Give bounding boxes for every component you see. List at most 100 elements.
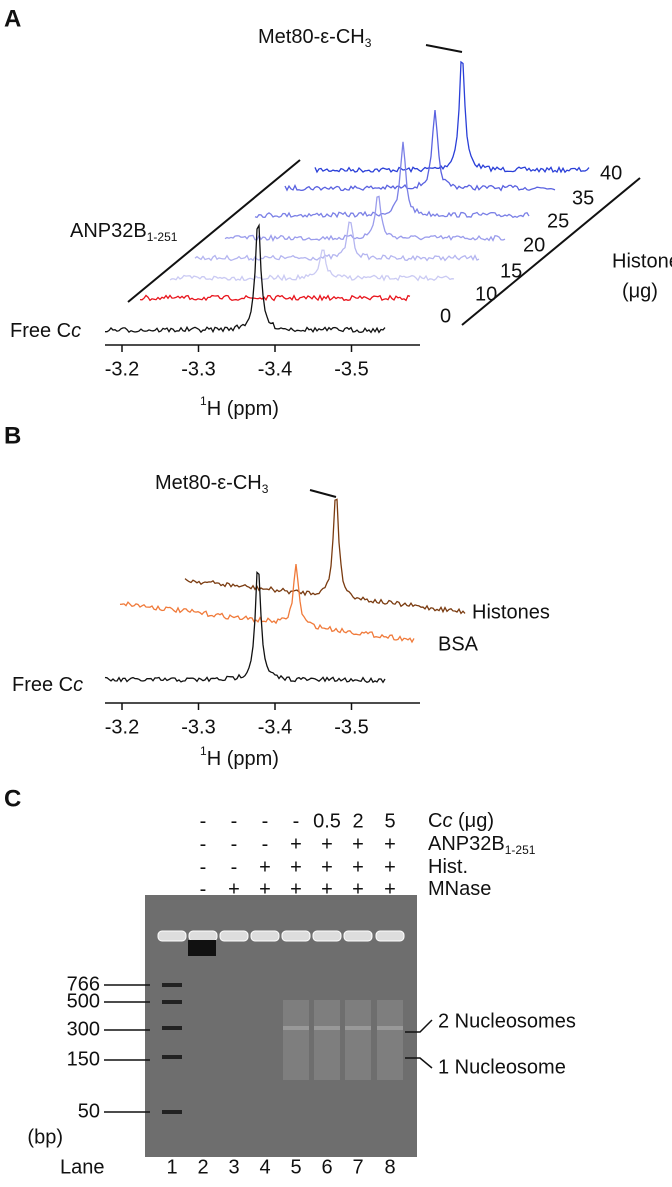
cell: + (290, 833, 302, 855)
marker-label: 300 (67, 1018, 100, 1040)
spectrum (184, 498, 466, 615)
text: H (ppm) (207, 398, 279, 420)
cell: + (352, 878, 364, 900)
lane-title: Lane (60, 1156, 105, 1178)
amount-label: 10 (475, 283, 497, 305)
well (157, 930, 187, 942)
peak-label: Met80-ε-CH3 (155, 472, 269, 496)
lane-number: 5 (290, 1156, 301, 1178)
spectrum (314, 60, 590, 174)
text: 1-251 (147, 230, 178, 244)
text: Met80-ε-CH (258, 26, 365, 48)
text: Met80-ε-CH (155, 472, 262, 494)
cell: 2 (352, 810, 363, 832)
well (188, 930, 218, 942)
cell: - (231, 833, 238, 855)
text: Hist. (428, 856, 468, 878)
cell: + (290, 878, 302, 900)
lane-number: 8 (384, 1156, 395, 1178)
x-tick-label: -3.3 (181, 358, 215, 380)
cell: + (321, 833, 333, 855)
x-label: 1H (ppm) (200, 394, 279, 420)
lane-number: 4 (259, 1156, 270, 1178)
smear (345, 1000, 371, 1080)
amount-label: 15 (500, 260, 522, 282)
amount-label: 20 (523, 234, 545, 256)
x-label: 1H (ppm) (200, 744, 279, 770)
amount-label: 0 (440, 305, 451, 327)
free-label: Free Cc (12, 674, 83, 696)
row-label: ANP32B1-251 (428, 833, 536, 857)
text: 1-251 (505, 843, 536, 857)
cell: + (384, 856, 396, 878)
marker-unit: (bp) (27, 1126, 63, 1148)
panel-label: B (4, 422, 21, 449)
text: MNase (428, 878, 491, 900)
leader (405, 1057, 433, 1069)
ladder-band (162, 1000, 182, 1004)
cell: - (262, 810, 269, 832)
smear (377, 1000, 403, 1080)
lane-number: 1 (166, 1156, 177, 1178)
spectrum (169, 249, 455, 282)
leader (309, 489, 337, 498)
lane-number: 2 (197, 1156, 208, 1178)
peak-label: Met80-ε-CH3 (258, 26, 372, 50)
cell: - (200, 833, 207, 855)
text: H (ppm) (207, 748, 279, 770)
band (283, 1026, 309, 1030)
cell: + (384, 833, 396, 855)
lane-number: 7 (352, 1156, 363, 1178)
spectrum (105, 223, 386, 334)
text: C (428, 810, 442, 832)
text: c (71, 320, 81, 342)
cell: + (228, 878, 240, 900)
x-tick-label: -3.2 (105, 716, 139, 738)
amount-unit: (μg) (622, 280, 658, 302)
well (250, 930, 280, 942)
marker-label: 150 (67, 1048, 100, 1070)
well (281, 930, 311, 942)
cell: + (259, 856, 271, 878)
cell: + (321, 856, 333, 878)
amount-label: 35 (572, 187, 594, 209)
x-tick-label: -3.4 (258, 716, 292, 738)
band (188, 940, 216, 956)
cell: + (352, 856, 364, 878)
cell: - (293, 810, 300, 832)
smear (314, 1000, 340, 1080)
cell: - (200, 878, 207, 900)
band (377, 1026, 403, 1030)
ladder-band (162, 1055, 182, 1059)
cell: - (200, 810, 207, 832)
free-label: Free Cc (10, 320, 81, 342)
text: Free C (10, 320, 71, 342)
spectrum (119, 564, 415, 644)
well (375, 930, 405, 942)
smear (283, 1000, 309, 1080)
spectrum (194, 221, 480, 262)
axis-line (461, 177, 641, 326)
band-label: 2 Nucleosomes (438, 1010, 576, 1032)
spectrum (139, 294, 411, 302)
lane-number: 3 (228, 1156, 239, 1178)
band (314, 1026, 340, 1030)
amount-label: 25 (547, 210, 569, 232)
row-label: MNase (428, 878, 491, 900)
row-label: Hist. (428, 856, 468, 878)
x-tick-label: -3.3 (181, 716, 215, 738)
text: c (73, 674, 83, 696)
text: ANP32B (70, 220, 147, 242)
trace-label: BSA (438, 633, 479, 655)
leader (405, 1019, 433, 1033)
x-tick-label: -3.5 (334, 358, 368, 380)
cell: - (231, 810, 238, 832)
leader (425, 44, 463, 53)
cell: + (259, 878, 271, 900)
cell: + (321, 878, 333, 900)
marker-label: 500 (67, 990, 100, 1012)
text: 3 (365, 36, 372, 50)
lane-number: 6 (321, 1156, 332, 1178)
amount-title: Histones (612, 250, 672, 272)
band-label: 1 Nucleosome (438, 1056, 566, 1078)
